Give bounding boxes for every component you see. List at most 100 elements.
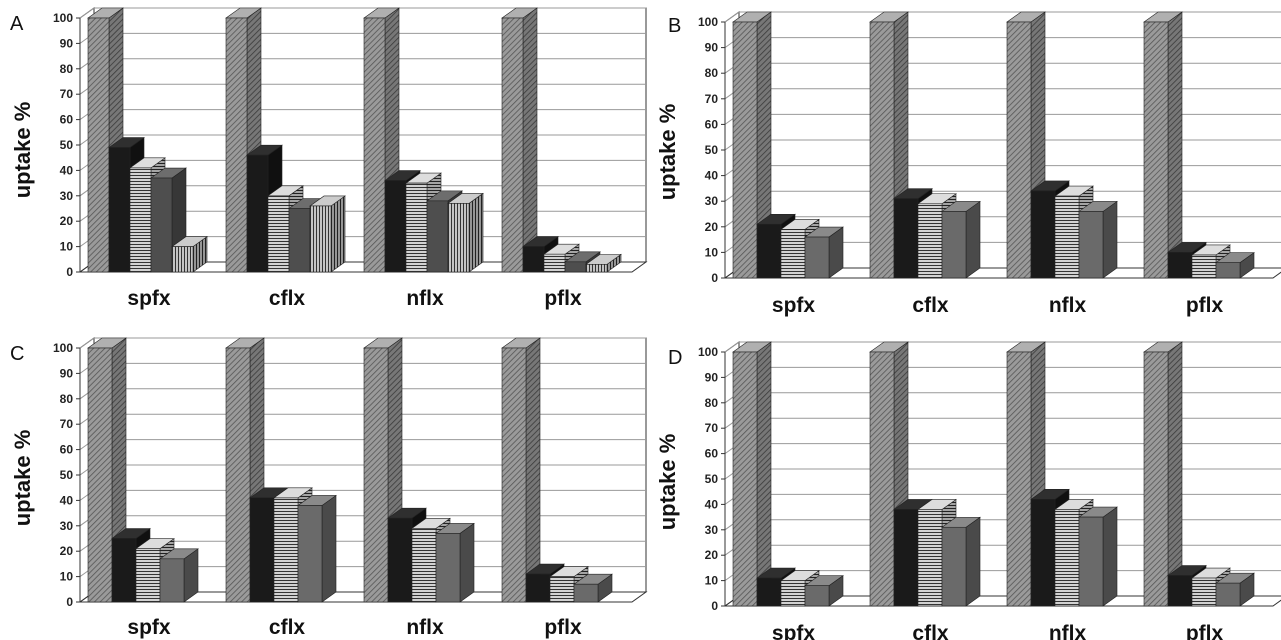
gridline [79,7,646,19]
bar [297,494,337,603]
y-tick-label: 80 [60,392,74,406]
gridline [79,464,646,476]
category-label: nflx [1049,294,1087,317]
bar [941,200,981,279]
y-tick-label: 60 [60,443,74,457]
y-axis-title: uptake % [10,102,35,199]
category-label: spfx [127,616,171,639]
gridline [79,134,646,146]
bar [171,236,208,273]
gridline [724,139,1281,151]
category-label: pflx [1186,622,1224,640]
bar [1143,341,1183,607]
y-tick-label: 40 [705,169,719,183]
y-tick-label: 100 [53,341,73,355]
y-axis-title: uptake % [655,104,680,201]
y-axis-title: uptake % [10,430,35,527]
bar [804,226,844,279]
y-tick-label: 70 [705,421,719,435]
gridline [724,190,1281,202]
gridline [79,83,646,95]
gridline [724,468,1281,480]
bar [1078,506,1118,607]
y-tick-label: 60 [60,113,74,127]
y-tick-label: 20 [705,220,719,234]
y-tick-label: 90 [705,41,719,55]
gridline [724,11,1281,23]
gridline [724,519,1281,531]
y-tick-label: 100 [698,15,718,29]
category-label: spfx [772,294,816,317]
y-tick-label: 0 [66,595,73,609]
gridline [724,443,1281,455]
category-label: cflx [269,616,306,639]
gridline [79,58,646,70]
bar [573,573,613,603]
y-tick-label: 40 [705,497,719,511]
bar [732,11,772,279]
gridline [79,337,646,349]
y-tick-label: 30 [60,519,74,533]
y-tick-label: 20 [60,544,74,558]
y-tick-label: 60 [705,447,719,461]
y-tick-label: 50 [705,143,719,157]
y-tick-label: 10 [60,240,74,254]
gridline [724,62,1281,74]
category-label: cflx [269,287,306,310]
bar [941,516,981,607]
panel-label: B [668,15,681,37]
bar [435,522,475,603]
gridline [724,341,1281,353]
panel-label: C [10,343,24,365]
y-tick-label: 20 [60,214,74,228]
category-label: cflx [912,294,949,317]
gridline [724,417,1281,429]
category-label: cflx [912,622,949,640]
bar [1215,572,1255,607]
bar [1006,341,1046,607]
y-tick-label: 50 [705,472,719,486]
bar [804,575,844,607]
y-tick-label: 0 [66,265,73,279]
y-tick-label: 40 [60,493,74,507]
gridline [724,88,1281,100]
category-label: pflx [544,287,582,310]
category-label: nflx [1049,622,1087,640]
gridline [724,544,1281,556]
bar [159,548,199,603]
gridline [724,165,1281,177]
gridline [724,37,1281,49]
y-tick-label: 50 [60,468,74,482]
category-label: pflx [544,616,582,639]
panel-label: A [10,13,24,35]
bar [501,337,541,603]
bar [447,192,484,273]
category-label: spfx [127,287,171,310]
y-tick-label: 0 [711,271,718,285]
category-label: nflx [406,287,444,310]
bar [585,253,622,273]
y-tick-label: 70 [60,417,74,431]
gridline [724,392,1281,404]
gridline [79,32,646,44]
y-tick-label: 90 [60,36,74,50]
y-tick-label: 30 [705,523,719,537]
bar [1078,200,1118,279]
bar [501,7,538,273]
y-tick-label: 10 [705,245,719,259]
y-tick-label: 30 [60,189,74,203]
gridline [79,413,646,425]
y-tick-label: 70 [705,92,719,106]
gridline [79,439,646,451]
gridline [79,109,646,121]
gridline [724,113,1281,125]
category-label: nflx [406,616,444,639]
panel-label: D [668,347,682,369]
category-label: pflx [1186,294,1224,317]
y-tick-label: 100 [53,11,73,25]
y-tick-label: 40 [60,163,74,177]
